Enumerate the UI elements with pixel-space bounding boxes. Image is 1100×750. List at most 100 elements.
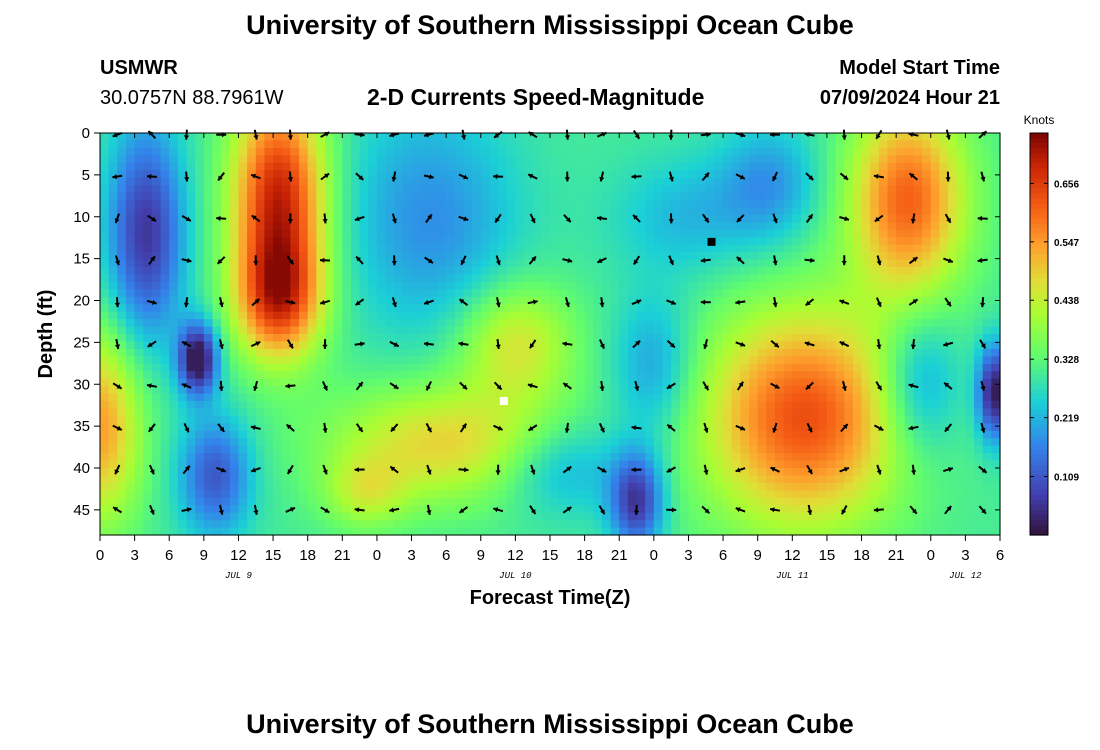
heatmap-cell [835, 252, 845, 261]
heatmap-cell [627, 415, 638, 424]
heatmap-cell [238, 311, 248, 320]
heatmap-cell [653, 415, 664, 424]
heatmap-cell [238, 490, 248, 499]
heatmap-cell [385, 475, 395, 484]
heatmap-cell [671, 207, 681, 216]
heatmap-cell [593, 304, 603, 313]
heatmap-cell [723, 334, 733, 343]
heatmap-cell [463, 363, 473, 372]
heatmap-cell [385, 319, 395, 328]
heatmap-cell [636, 319, 646, 328]
heatmap-cell [524, 274, 534, 283]
heatmap-cell [852, 200, 863, 209]
heatmap-cell [541, 222, 551, 231]
heatmap-cell [783, 281, 793, 290]
heatmap-cell [671, 267, 681, 276]
heatmap-cell [870, 237, 880, 246]
heatmap-cell [861, 281, 871, 290]
heatmap-cell [385, 415, 395, 424]
heatmap-cell [446, 222, 456, 231]
heatmap-cell [826, 289, 837, 298]
heatmap-cell [541, 453, 551, 462]
heatmap-cell [177, 423, 188, 432]
heatmap-cell [567, 296, 577, 305]
heatmap-cell [221, 468, 231, 477]
heatmap-cell [307, 423, 317, 432]
heatmap-cell [281, 311, 291, 320]
heatmap-cell [221, 259, 231, 268]
heatmap-cell [264, 244, 274, 253]
heatmap-cell [229, 259, 240, 268]
heatmap-cell [100, 326, 110, 335]
heatmap-cell [472, 319, 482, 328]
heatmap-cell [299, 207, 309, 216]
heatmap-cell [619, 423, 629, 432]
heatmap-cell [809, 326, 819, 335]
heatmap-cell [203, 512, 214, 521]
heatmap-cell [878, 244, 889, 253]
heatmap-cell [506, 348, 516, 357]
heatmap-cell [766, 363, 776, 372]
heatmap-cell [550, 192, 560, 201]
heatmap-cell [428, 244, 439, 253]
heatmap-cell [541, 267, 551, 276]
heatmap-cell [108, 386, 118, 395]
heatmap-cell [221, 527, 231, 536]
heatmap-cell [117, 401, 127, 410]
heatmap-cell [273, 155, 283, 164]
heatmap-cell [627, 393, 638, 402]
heatmap-cell [151, 363, 162, 372]
heatmap-cell [489, 319, 499, 328]
heatmap-cell [870, 304, 880, 313]
heatmap-cell [593, 296, 603, 305]
heatmap-cell [325, 252, 335, 261]
heatmap-cell [515, 155, 525, 164]
heatmap-cell [368, 222, 378, 231]
heatmap-cell [844, 192, 854, 201]
heatmap-cell [411, 162, 421, 171]
heatmap-cell [619, 170, 629, 179]
heatmap-cell [601, 408, 612, 417]
heatmap-cell [316, 147, 326, 156]
heatmap-cell [671, 430, 681, 439]
heatmap-cell [325, 334, 335, 343]
heatmap-cell [671, 386, 681, 395]
heatmap-cell [506, 386, 516, 395]
heatmap-cell [870, 274, 880, 283]
heatmap-cell [844, 140, 854, 149]
heatmap-cell [619, 155, 629, 164]
heatmap-cell [307, 207, 317, 216]
heatmap-cell [705, 311, 716, 320]
heatmap-cell [385, 423, 395, 432]
heatmap-cell [350, 311, 361, 320]
heatmap-cell [489, 170, 499, 179]
heatmap-cell [809, 438, 819, 447]
heatmap-cell [775, 274, 785, 283]
heatmap-cell [195, 401, 205, 410]
heatmap-cell [108, 170, 118, 179]
heatmap-cell [446, 453, 456, 462]
heatmap-cell [688, 356, 698, 365]
heatmap-cell [134, 386, 144, 395]
heatmap-cell [100, 222, 110, 231]
heatmap-cell [740, 162, 750, 171]
heatmap-cell [186, 319, 196, 328]
heatmap-cell [299, 401, 309, 410]
heatmap-cell [368, 341, 378, 350]
heatmap-cell [454, 482, 465, 491]
heatmap-cell [247, 192, 257, 201]
heatmap-cell [818, 267, 828, 276]
heatmap-cell [350, 274, 361, 283]
heatmap-cell [705, 296, 716, 305]
heatmap-cell [584, 386, 594, 395]
heatmap-cell [645, 505, 655, 514]
heatmap-cell [299, 520, 309, 529]
heatmap-cell [619, 363, 629, 372]
heatmap-cell [117, 244, 127, 253]
heatmap-cell [593, 319, 603, 328]
heatmap-cell [134, 222, 144, 231]
heatmap-cell [472, 170, 482, 179]
heatmap-cell [143, 490, 153, 499]
heatmap-cell [342, 185, 352, 194]
heatmap-cell [662, 222, 672, 231]
